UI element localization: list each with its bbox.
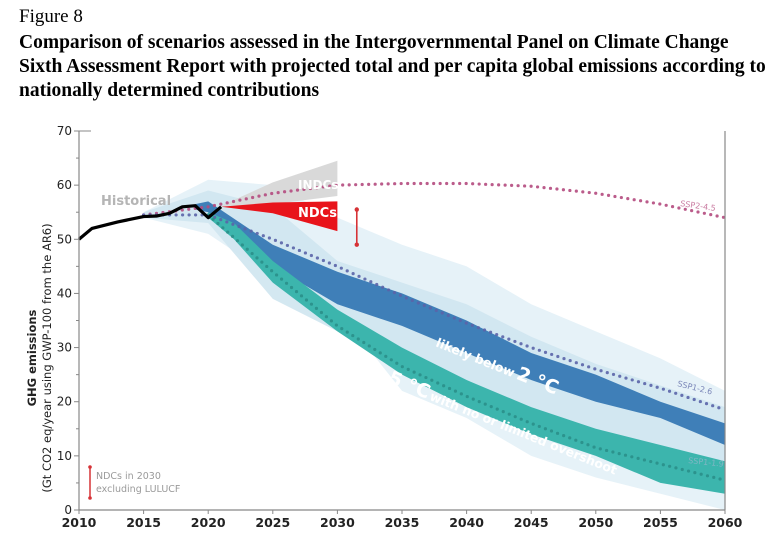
y-tick-label: 70 [57,124,72,138]
x-tick-label: 2035 [385,515,420,530]
indcs-wedge [221,160,338,206]
x-tick-label: 2050 [578,515,613,530]
y-tick-label: 50 [57,232,72,246]
x-tick-label: 2045 [514,515,549,530]
ndc-lulucf-range-top [354,207,359,212]
ndcs-wedge [221,201,338,232]
ndc-layer [221,160,359,247]
x-tick-label: 2010 [62,515,97,530]
below-2c-band [195,201,725,446]
y-axis-label-main: GHG emissions [25,309,39,406]
indcs-label: INDCs [298,178,338,192]
legend-text-line1: NDCs in 2030 [96,471,161,482]
x-tick-label: 2025 [255,515,290,530]
x-tick-label: 2060 [708,515,743,530]
x-tick-label: 2040 [449,515,484,530]
y-tick-label: 10 [57,449,72,463]
x-tick-label: 2020 [191,515,226,530]
y-tick-label: 0 [64,503,72,517]
legend-range-cap-bottom [88,496,92,500]
x-tick-label: 2030 [320,515,355,530]
y-tick-label: 20 [57,395,72,409]
legend-text-line2: excluding LULUCF [96,484,180,495]
ssp245-line [142,181,727,220]
x-tick-label: 2055 [643,515,678,530]
historical-line [77,204,223,241]
figure-label: Figure 8 [19,6,83,27]
y-tick-label: 60 [57,178,72,192]
c15-band [208,212,725,494]
y-tick-label: 40 [57,286,72,300]
bands-layer [143,179,726,510]
historical-layer [77,204,223,241]
y-axis-label-units: (Gt CO2 eq/year using GWP-100 from the A… [40,223,54,492]
figure-title: Comparison of scenarios assessed in the … [19,32,766,101]
ndcs-label: NDCs [298,206,337,221]
legend-ndc-lulucf: NDCs in 2030 excluding LULUCF [88,465,180,500]
ssp119-label: SSP1-1.9 [688,456,724,469]
historical-label: Historical [101,194,171,209]
y-tick-label: 30 [57,341,72,355]
legend-range-cap-top [88,465,92,469]
series-layer [142,181,727,482]
ssp119-line [206,213,727,482]
ndc-lulucf-range-bottom [354,242,359,247]
x-tick-label: 2015 [126,515,161,530]
